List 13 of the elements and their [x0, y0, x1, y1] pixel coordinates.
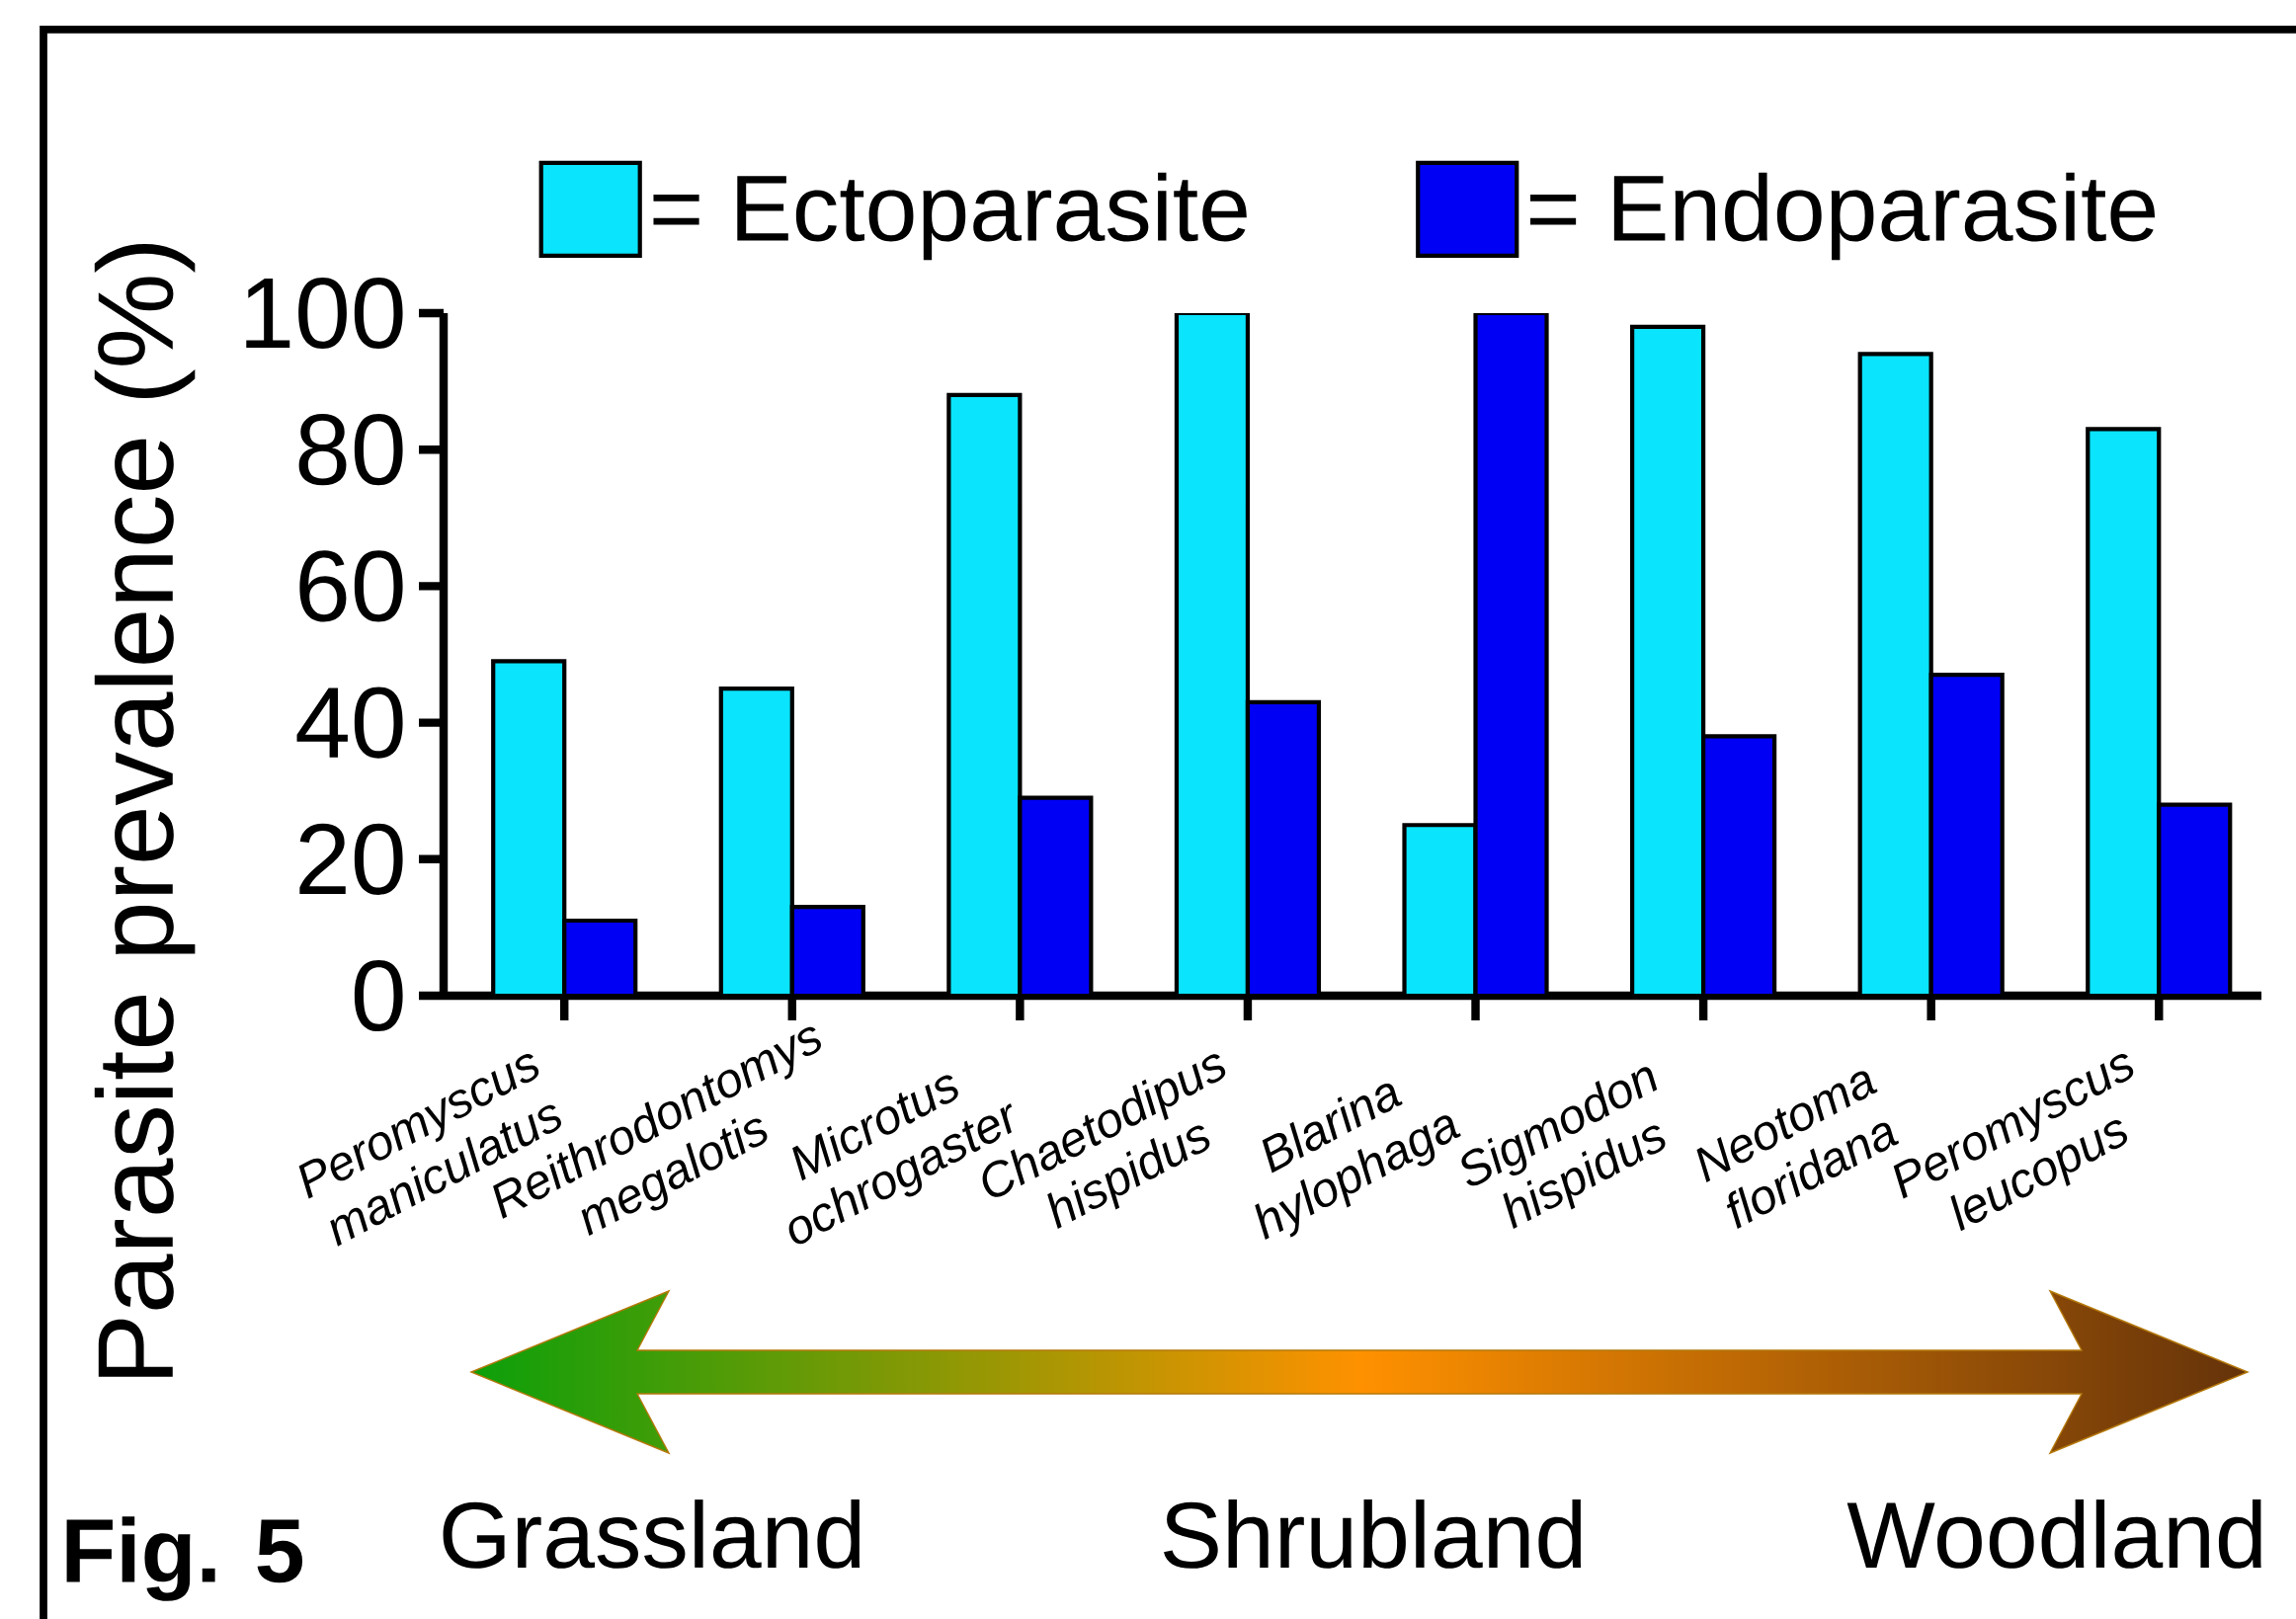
y-tick-label: 20: [299, 823, 403, 895]
y-tick-label: 0: [354, 959, 403, 1032]
y-tick-label: 60: [299, 550, 403, 622]
legend-label: = Ectoparasite: [653, 172, 1247, 261]
legend-label: = Endoparasite: [1530, 172, 2155, 261]
y-axis-title: Parasite prevalence (%): [94, 244, 196, 1377]
y-tick-label: 80: [298, 414, 403, 486]
text: Shrubland: [1164, 1499, 1582, 1569]
text: Grassland: [443, 1499, 861, 1569]
y-tick-label: 100: [246, 277, 403, 350]
text: Woodland: [1846, 1499, 2261, 1569]
y-tick-label: 40: [296, 687, 403, 759]
caption: Fig. 5: [66, 1516, 303, 1601]
